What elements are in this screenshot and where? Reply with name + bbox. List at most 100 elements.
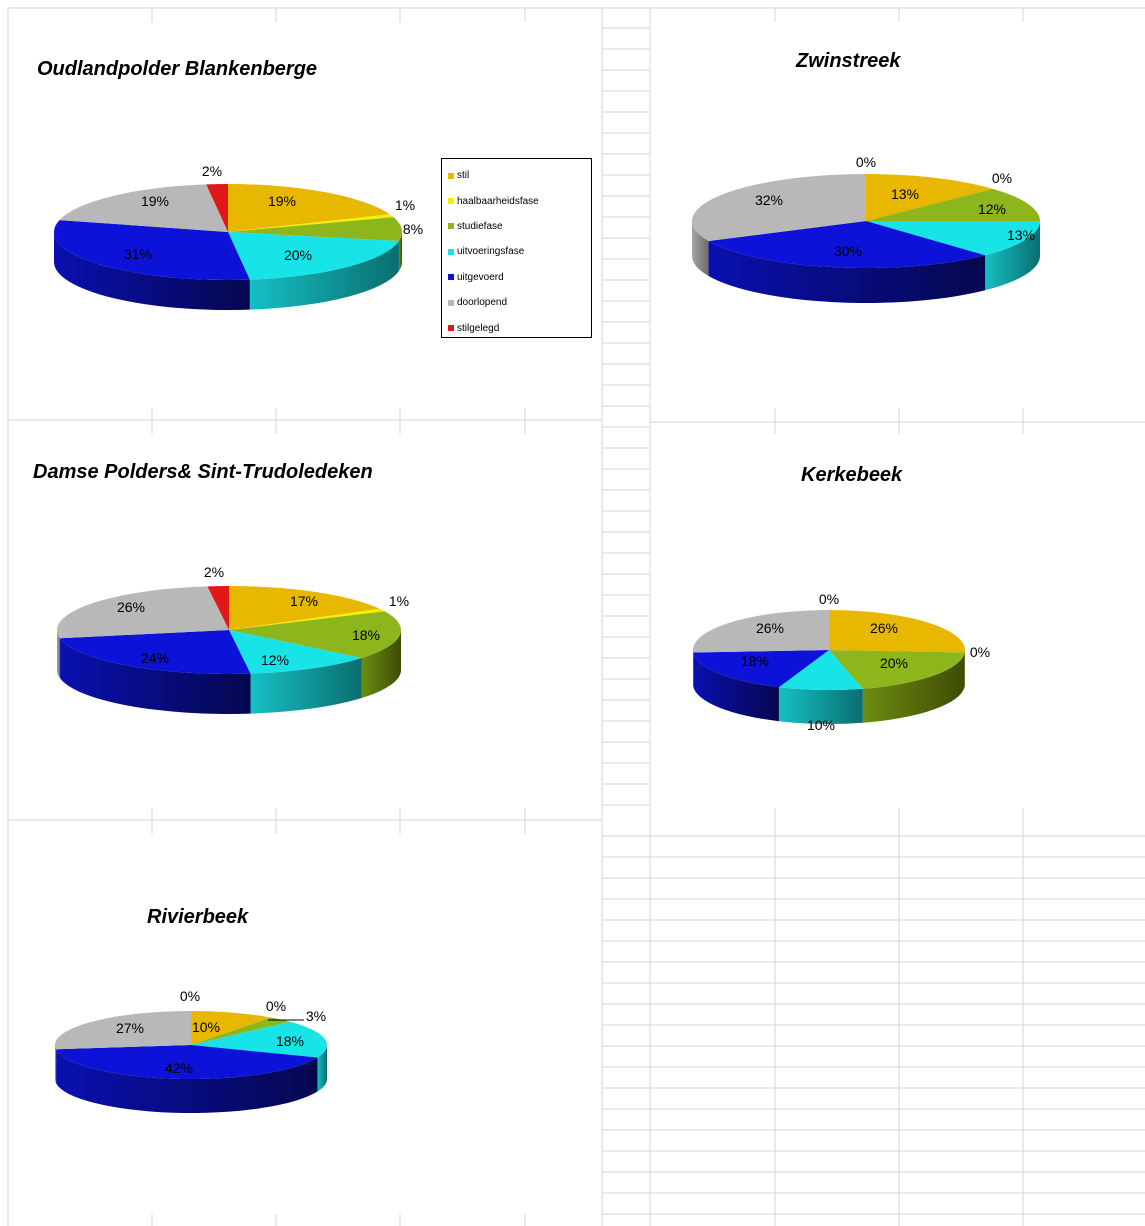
pie-1: 13%0%12%13%30%32%0% (692, 154, 1040, 303)
data-label-doorlopend: 19% (141, 193, 169, 209)
chart-legend: stil haalbaarheidsfase studiefase uitvoe… (441, 158, 592, 338)
pie-slice-uitvoeringsfase[interactable] (778, 650, 863, 691)
data-label-stilgelegd: 0% (856, 154, 876, 170)
legend-item-doorlopend: doorlopend (448, 290, 585, 315)
pie-side-uitvoeringsfase (317, 1045, 327, 1092)
legend-label: studiefase (457, 220, 503, 232)
pie-side-studiefase (361, 630, 401, 699)
data-label-uitgevoerd: 30% (834, 243, 862, 259)
pie-slice-doorlopend[interactable] (692, 173, 866, 242)
data-label-haalbaarheidsfase: 0% (970, 644, 990, 660)
data-label-stil: 19% (268, 193, 296, 209)
data-label-stil: 10% (192, 1019, 220, 1035)
pie-side-uitgevoerd (54, 232, 250, 310)
pie-slice-stilgelegd[interactable] (206, 184, 228, 232)
data-label-stilgelegd: 0% (180, 988, 200, 1004)
legend-item-stilgelegd: stilgelegd (448, 315, 585, 340)
legend-item-stil: stil (448, 163, 585, 188)
legend-swatch (448, 325, 454, 332)
pie-slice-uitvoeringsfase[interactable] (228, 232, 399, 280)
pie-slice-doorlopend[interactable] (693, 610, 829, 653)
pie-side-uitvoeringsfase (249, 240, 399, 310)
data-label-doorlopend: 26% (117, 599, 145, 615)
pie-slice-uitgevoerd[interactable] (56, 1045, 318, 1079)
data-label-stil: 13% (891, 186, 919, 202)
data-label-studiefase: 12% (978, 201, 1006, 217)
pie-slice-stil[interactable] (829, 610, 965, 653)
pie-side-uitgevoerd (60, 638, 251, 714)
legend-label: haalbaarheidsfase (457, 195, 539, 207)
pie-slice-uitgevoerd[interactable] (693, 650, 829, 688)
data-label-uitgevoerd: 42% (165, 1060, 193, 1076)
chart-title-oudlandpolder: Oudlandpolder Blankenberge (37, 58, 318, 80)
legend-label: doorlopend (457, 297, 508, 309)
data-label-stil: 26% (870, 620, 898, 636)
pie-slice-doorlopend[interactable] (57, 586, 230, 639)
pie-slice-stil[interactable] (866, 174, 993, 221)
pie-0: 19% 1% 8% 20% 31% 19% 2% (53, 163, 423, 310)
data-label-doorlopend: 27% (116, 1020, 144, 1036)
legend-item-studiefase: studiefase (448, 214, 585, 239)
pie-slice-haalbaarheidsfase[interactable] (229, 608, 385, 630)
pie-slice-doorlopend[interactable] (59, 184, 229, 232)
pie-side-doorlopend (55, 1045, 57, 1084)
pie-side-uitvoeringsfase (778, 687, 863, 724)
pie-slice-studiefase[interactable] (229, 611, 401, 659)
pie-side-uitvoeringsfase (250, 658, 362, 714)
data-label-studiefase: 20% (880, 655, 908, 671)
legend-item-uitvoeringsfase: uitvoeringsfase (448, 239, 585, 264)
pie-2: 17% 1% 18% 12% 24% 26% 2% (57, 564, 409, 714)
data-label-uitvoeringsfase: 12% (261, 652, 289, 668)
pie-slice-uitgevoerd[interactable] (60, 630, 251, 674)
legend-item-haalbaarheidsfase: haalbaarheidsfase (448, 188, 585, 213)
pie-slice-haalbaarheidsfase[interactable] (228, 214, 394, 232)
legend-swatch (448, 248, 454, 255)
data-label-studiefase: 8% (403, 221, 423, 237)
pie-side-studiefase (398, 232, 402, 271)
data-label-stilgelegd: 0% (819, 591, 839, 607)
pie-4: 10% 0% 3%18% 42% 27% 0% (55, 988, 327, 1114)
data-label-studiefase: 3% (306, 1008, 326, 1024)
pie-slice-stil[interactable] (228, 184, 390, 232)
chart-title-zwinstreek: Zwinstreek (796, 50, 901, 72)
pie-3: 26% 0% 20% 10% 18% 26% 0% (693, 591, 990, 733)
legend-label: uitgevoerd (457, 271, 504, 283)
data-label-uitvoeringsfase: 20% (284, 247, 312, 263)
chart-title-damse-polders: Damse Polders& Sint-Trudoledeken (33, 461, 373, 483)
data-label-uitgevoerd: 24% (141, 650, 169, 666)
data-label-stil: 17% (290, 593, 318, 609)
data-label-haalbaarheidsfase: 0% (266, 998, 286, 1014)
data-label-uitvoeringsfase: 13% (1007, 227, 1035, 243)
legend-swatch (448, 198, 454, 205)
legend-label: stilgelegd (457, 322, 500, 334)
pie-slice-stil[interactable] (229, 586, 380, 630)
pie-slice-uitvoeringsfase[interactable] (191, 1021, 327, 1058)
pie-slice-studiefase[interactable] (866, 188, 1040, 221)
chart-title-rivierbeek: Rivierbeek (147, 906, 249, 928)
data-label-doorlopend: 26% (756, 620, 784, 636)
pie-slice-stil[interactable] (191, 1011, 271, 1045)
pie-slice-studiefase[interactable] (191, 1017, 291, 1045)
pie-slice-studiefase[interactable] (829, 650, 965, 689)
pie-slice-studiefase[interactable] (228, 217, 402, 241)
pie-side-doorlopend (57, 630, 61, 679)
legend-item-uitgevoerd: uitgevoerd (448, 265, 585, 290)
pie-slice-uitvoeringsfase[interactable] (229, 630, 362, 674)
pie-side-uitgevoerd (708, 241, 986, 303)
legend-swatch (448, 299, 454, 306)
pie-slice-uitgevoerd[interactable] (53, 220, 250, 280)
pie-side-uitvoeringsfase (985, 221, 1040, 291)
data-label-uitvoeringsfase: 10% (807, 717, 835, 733)
data-label-studiefase: 18% (352, 627, 380, 643)
data-label-uitgevoerd: 31% (124, 246, 152, 262)
data-label-stilgelegd: 2% (204, 564, 224, 580)
pie-slice-uitgevoerd[interactable] (708, 221, 986, 268)
pie-slice-stilgelegd[interactable] (207, 586, 229, 630)
pie-slice-uitvoeringsfase[interactable] (866, 221, 1040, 256)
data-label-haalbaarheidsfase: 1% (389, 593, 409, 609)
pie-slice-doorlopend[interactable] (55, 1011, 192, 1050)
legend-swatch (448, 274, 454, 281)
